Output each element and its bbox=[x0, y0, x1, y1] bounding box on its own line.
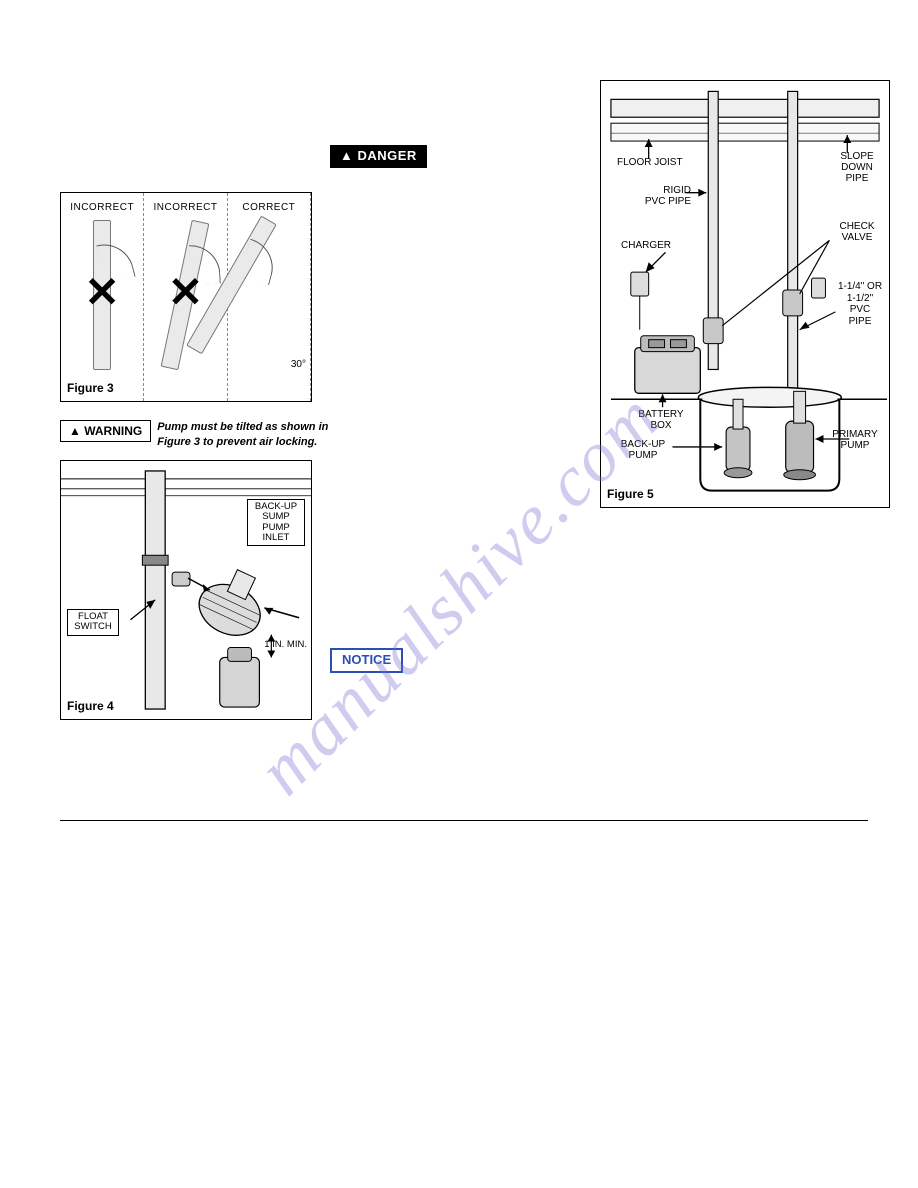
column-left: INCORRECT ✕ INCORRECT ✕ CORRECT 30° Figu… bbox=[60, 100, 330, 720]
angle-label: 30° bbox=[291, 358, 306, 371]
callout-pipesize: 1-1/4" OR 1-1/2" PVC PIPE bbox=[837, 281, 883, 327]
fig3-header-2: INCORRECT bbox=[154, 201, 218, 214]
warning-row: ▲ WARNING Pump must be tilted as shown i… bbox=[60, 420, 330, 450]
horizontal-rule bbox=[60, 820, 868, 821]
fig3-correct: CORRECT 30° bbox=[228, 193, 311, 401]
figure-3-label: Figure 3 bbox=[67, 381, 114, 397]
figure-4: BACK-UP SUMP PUMP INLET FLOAT SWITCH 1 I… bbox=[60, 460, 312, 720]
figure-3: INCORRECT ✕ INCORRECT ✕ CORRECT 30° Figu… bbox=[60, 192, 312, 402]
callout-charger: CHARGER bbox=[621, 239, 671, 252]
warning-badge: ▲ WARNING bbox=[60, 420, 151, 442]
fig3-incorrect-1: INCORRECT ✕ bbox=[61, 193, 144, 401]
column-middle: ▲ DANGER NOTICE bbox=[330, 100, 580, 673]
notice-badge: NOTICE bbox=[330, 648, 403, 673]
callout-check: CHECK VALVE bbox=[835, 221, 879, 243]
callout-slope: SLOPE DOWN PIPE bbox=[835, 151, 879, 184]
callout-float: FLOAT SWITCH bbox=[67, 609, 119, 636]
column-right: FLOOR JOIST RIGID PVC PIPE CHARGER BATTE… bbox=[600, 70, 890, 508]
danger-badge: ▲ DANGER bbox=[330, 145, 427, 168]
figure-5-label: Figure 5 bbox=[607, 487, 654, 503]
fig3-header-1: INCORRECT bbox=[70, 201, 134, 214]
callout-battery: BATTERY BOX bbox=[633, 409, 689, 431]
callout-min: 1 IN. MIN. bbox=[264, 639, 307, 651]
callout-joist: FLOOR JOIST bbox=[617, 157, 683, 168]
callout-primary: PRIMARY PUMP bbox=[827, 429, 883, 451]
figure-5: FLOOR JOIST RIGID PVC PIPE CHARGER BATTE… bbox=[600, 80, 890, 508]
warning-text: Pump must be tilted as shown in Figure 3… bbox=[157, 421, 328, 448]
callout-backup: BACK-UP PUMP bbox=[615, 439, 671, 461]
figure-4-label: Figure 4 bbox=[67, 699, 114, 715]
fig3-header-3: CORRECT bbox=[242, 201, 295, 214]
callout-inlet: BACK-UP SUMP PUMP INLET bbox=[247, 499, 305, 547]
wire-icon bbox=[240, 239, 279, 285]
x-mark-icon: ✕ bbox=[85, 266, 120, 321]
callout-rigid: RIGID PVC PIPE bbox=[641, 185, 691, 207]
x-mark-icon: ✕ bbox=[168, 266, 203, 321]
